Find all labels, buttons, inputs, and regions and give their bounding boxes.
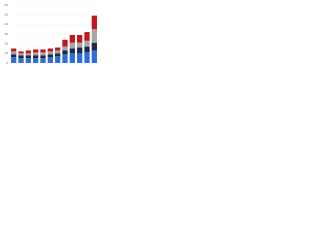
y-tick-label: 50 bbox=[5, 12, 9, 16]
bar-segment bbox=[25, 55, 31, 59]
bar-segment bbox=[33, 49, 39, 53]
bar-segment bbox=[40, 55, 46, 59]
bar-segment bbox=[33, 55, 39, 59]
bar-segment bbox=[18, 53, 24, 56]
bar-segment bbox=[55, 56, 61, 63]
bar-segment bbox=[62, 54, 68, 63]
bar-segment bbox=[11, 54, 17, 58]
bar-segment bbox=[25, 53, 31, 56]
bar-segment bbox=[91, 29, 97, 43]
bar-segment bbox=[84, 40, 90, 47]
y-tick-label: 10 bbox=[5, 51, 9, 55]
bar-segment bbox=[62, 46, 68, 51]
chart: 0 10 20 30 40 50 60 bbox=[5, 3, 98, 65]
bar-segment bbox=[33, 52, 39, 56]
y-tick-label: 40 bbox=[5, 22, 9, 26]
bar-segment bbox=[91, 15, 97, 30]
y-tick-label: 0 bbox=[6, 61, 8, 65]
bar-segment bbox=[77, 47, 83, 54]
bar-segment bbox=[47, 51, 53, 55]
bar-segment bbox=[91, 42, 97, 51]
bar-segment bbox=[84, 52, 90, 63]
y-tick-label: 20 bbox=[5, 41, 9, 45]
bar-segment bbox=[11, 48, 17, 52]
bar-segment bbox=[84, 46, 90, 53]
bar-segment bbox=[47, 48, 53, 52]
bar-segment bbox=[18, 58, 24, 63]
bar-segment bbox=[69, 48, 75, 54]
bar-segment bbox=[11, 57, 17, 63]
bar-segment bbox=[40, 58, 46, 63]
bar-segment bbox=[25, 50, 31, 54]
bar-segment bbox=[77, 34, 83, 43]
bar-segment bbox=[69, 53, 75, 63]
bar-segment bbox=[55, 50, 61, 54]
bar-segment bbox=[69, 34, 75, 43]
bar-segment bbox=[11, 51, 17, 55]
bar-segment bbox=[40, 52, 46, 56]
y-tick-label: 30 bbox=[5, 32, 9, 36]
bar-segment bbox=[47, 57, 53, 63]
bar-segment bbox=[77, 42, 83, 48]
bar-segment bbox=[18, 51, 24, 54]
bar-segment bbox=[25, 58, 31, 63]
bar-segment bbox=[69, 42, 75, 49]
bar-segment bbox=[84, 32, 90, 41]
bar-segment bbox=[77, 53, 83, 63]
bar-segment bbox=[62, 50, 68, 55]
bar-segment bbox=[47, 54, 53, 58]
bar-segment bbox=[18, 55, 24, 59]
bar-segment bbox=[91, 50, 97, 63]
bar-segment bbox=[55, 47, 61, 51]
bar-segment bbox=[55, 53, 61, 57]
bar-segment bbox=[40, 49, 46, 53]
bar-segment bbox=[62, 39, 68, 47]
bar-segment bbox=[33, 58, 39, 63]
y-tick-label: 60 bbox=[5, 3, 9, 7]
